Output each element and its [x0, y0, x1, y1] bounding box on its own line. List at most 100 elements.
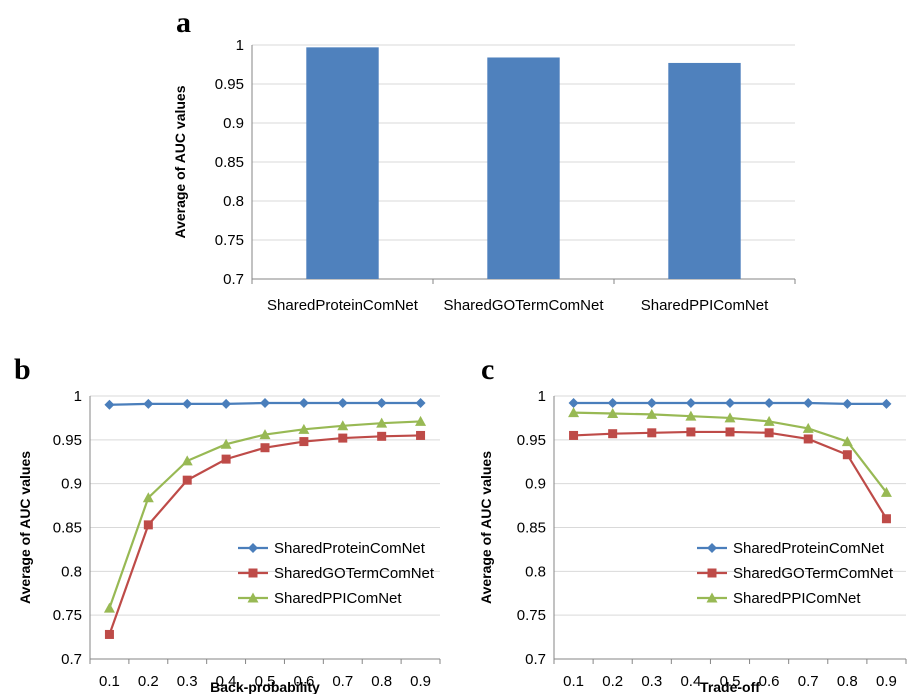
- series-square: [569, 427, 891, 524]
- legend-marker: [248, 543, 258, 553]
- data-point: [182, 398, 193, 409]
- data-point: [764, 428, 774, 438]
- x-tick-label: 0.4: [680, 673, 701, 690]
- data-point: [415, 415, 427, 426]
- data-point: [686, 427, 696, 437]
- bar: [668, 62, 741, 279]
- y-tick-label: 0.8: [61, 563, 82, 580]
- y-tick-label: 1: [236, 37, 244, 54]
- data-point: [104, 629, 114, 639]
- x-axis-title: Trade-off: [700, 679, 760, 694]
- bar: [306, 47, 379, 280]
- data-point: [568, 398, 579, 409]
- legend-label: SharedPPIComNet: [733, 590, 861, 607]
- data-point: [842, 398, 853, 409]
- data-point: [260, 443, 270, 453]
- y-tick-label: 0.7: [525, 651, 546, 668]
- data-point: [143, 520, 153, 530]
- y-tick-label: 0.85: [53, 520, 82, 537]
- data-point: [880, 486, 892, 497]
- legend-marker: [707, 568, 717, 578]
- x-tick-label: 0.1: [99, 673, 120, 690]
- legend-label: SharedGOTermComNet: [274, 565, 435, 582]
- chart-panel-a: a 0.7 0.75 0.8 0.85 0.9 0.95 1 Average of AUC va…: [172, 6, 796, 314]
- y-axis-title: Average of AUC values: [17, 451, 33, 604]
- data-point: [143, 398, 154, 409]
- chart-panel-c: c 0.7 0.75 0.8 0.85 0.9 0.95 1 Average of AUC va…: [478, 353, 907, 694]
- x-tick-label: 0.7: [332, 673, 353, 690]
- data-point: [376, 417, 388, 428]
- x-tick-label: 0.8: [371, 673, 392, 690]
- x-tick-label: 0.6: [759, 673, 780, 690]
- legend-label: SharedProteinComNet: [733, 540, 885, 557]
- data-point: [803, 434, 813, 444]
- y-tick-label: 0.75: [53, 607, 82, 624]
- y-tick-label: 0.8: [525, 563, 546, 580]
- legend-marker: [248, 568, 258, 578]
- x-tick-label: 0.9: [876, 673, 897, 690]
- legend-label: SharedPPIComNet: [274, 590, 402, 607]
- legend-label: SharedProteinComNet: [274, 540, 426, 557]
- y-tick-label: 0.7: [223, 271, 244, 288]
- x-tick-label: SharedProteinComNet: [267, 297, 419, 314]
- data-point: [608, 429, 618, 439]
- data-point: [260, 398, 270, 409]
- bar: [487, 57, 560, 280]
- y-tick-label: 0.7: [61, 651, 82, 668]
- x-tick-label: 0.2: [602, 673, 623, 690]
- y-tick-label: 0.85: [215, 154, 244, 171]
- y-tick-label: 0.9: [525, 476, 546, 493]
- data-point: [646, 408, 658, 419]
- series-diamond: [568, 398, 892, 409]
- legend: SharedProteinComNet SharedGOTermComNet Sha…: [697, 540, 894, 607]
- y-tick-label: 1: [74, 388, 82, 405]
- legend-marker: [706, 592, 718, 603]
- data-point: [104, 399, 115, 410]
- x-tick-label: SharedGOTermComNet: [443, 297, 604, 314]
- y-tick-label: 0.75: [215, 232, 244, 249]
- data-point: [764, 398, 775, 409]
- data-point: [299, 437, 309, 447]
- y-tick-label: 0.75: [517, 607, 546, 624]
- y-tick-label: 0.9: [61, 476, 82, 493]
- data-point: [881, 398, 892, 409]
- y-tick-label: 1: [538, 388, 546, 405]
- data-point: [725, 398, 735, 409]
- series-triangle: [568, 407, 892, 497]
- data-point: [221, 398, 232, 409]
- data-point: [607, 408, 619, 419]
- legend: SharedProteinComNet SharedGOTermComNet Sha…: [238, 540, 435, 607]
- data-point: [568, 407, 580, 418]
- x-tick-label: 0.9: [410, 673, 431, 690]
- data-point: [376, 398, 387, 409]
- data-point: [569, 430, 579, 440]
- panel-letter: c: [481, 353, 494, 386]
- data-point: [841, 436, 853, 447]
- data-point: [607, 398, 618, 409]
- legend-label: SharedGOTermComNet: [733, 565, 894, 582]
- x-tick-label: 0.6: [293, 673, 314, 690]
- data-point: [377, 431, 387, 441]
- y-tick-label: 0.8: [223, 193, 244, 210]
- x-tick-label: 0.1: [563, 673, 584, 690]
- x-tick-label: 0.5: [720, 673, 741, 690]
- series-diamond: [104, 398, 426, 410]
- y-axis-title: Average of AUC values: [478, 451, 494, 604]
- x-tick-label: 0.2: [138, 673, 159, 690]
- x-tick-label: SharedPPIComNet: [641, 297, 769, 314]
- x-tick-label: 0.3: [641, 673, 662, 690]
- data-point: [337, 398, 348, 409]
- data-point: [725, 427, 735, 437]
- data-point: [415, 398, 426, 409]
- y-tick-label: 0.9: [223, 115, 244, 132]
- data-point: [298, 423, 310, 434]
- x-tick-label: 0.7: [798, 673, 819, 690]
- y-tick-label: 0.95: [215, 76, 244, 93]
- data-point: [181, 455, 193, 466]
- data-point: [647, 428, 657, 438]
- x-tick-label: 0.3: [177, 673, 198, 690]
- legend-marker: [247, 592, 259, 603]
- data-point: [103, 602, 115, 613]
- data-point: [646, 398, 657, 409]
